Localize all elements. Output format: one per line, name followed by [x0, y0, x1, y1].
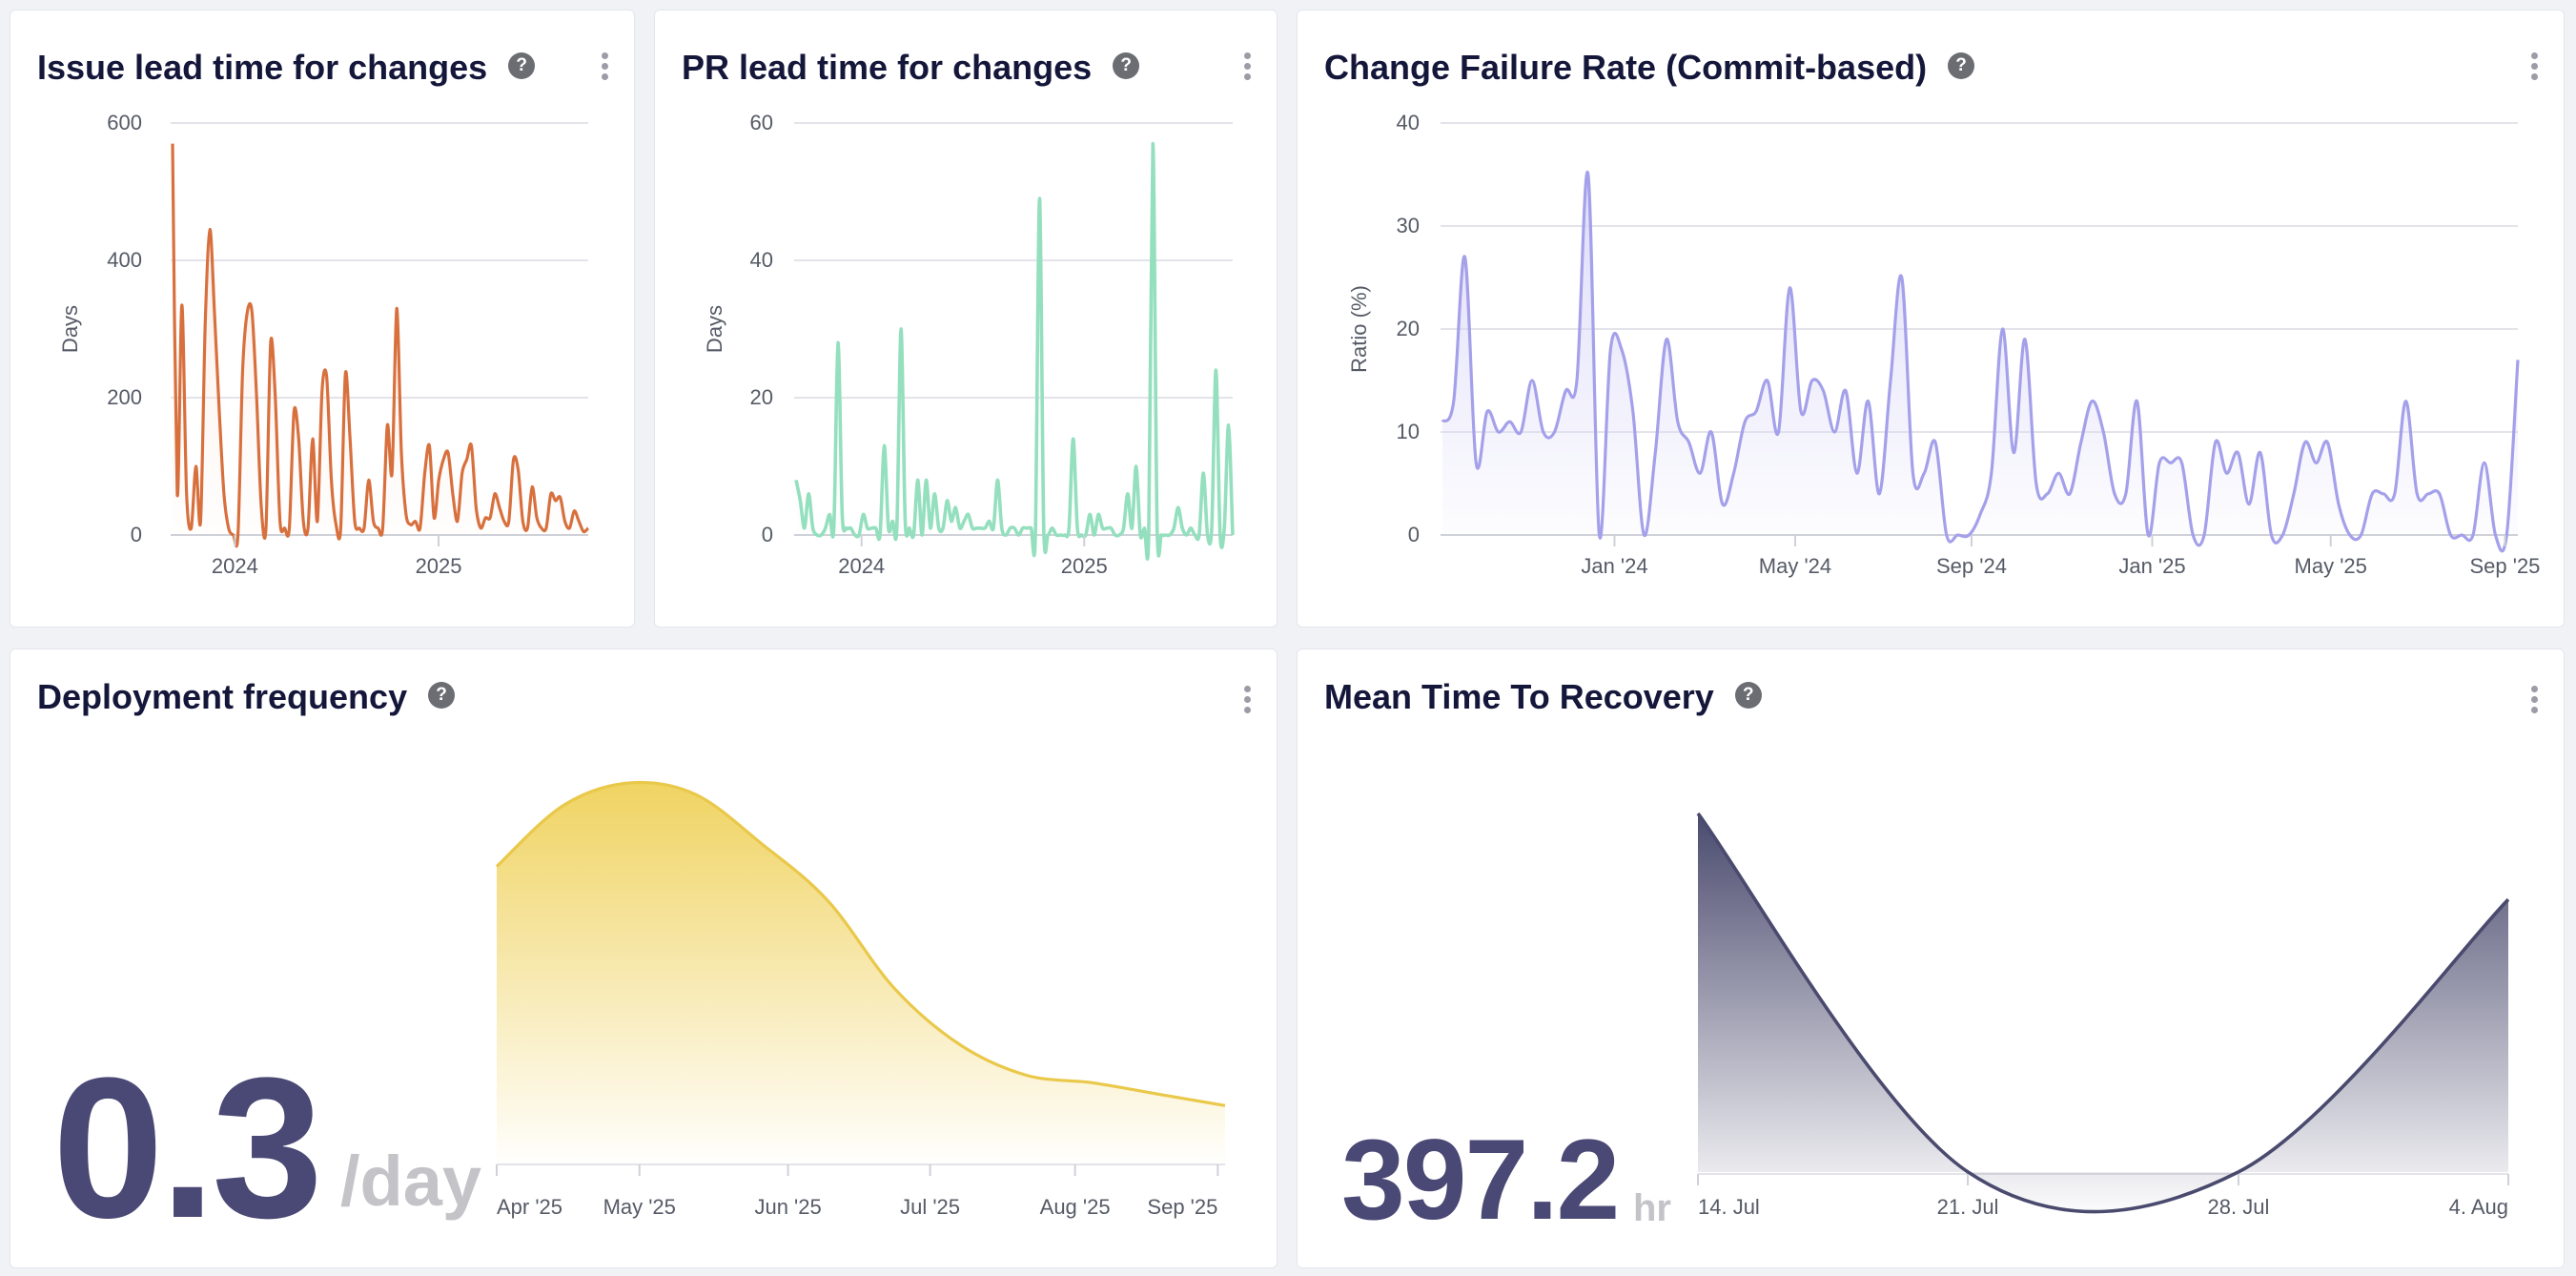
pr-lead-time-chart: 0 20 40 60 Days 2024 2025	[703, 111, 1235, 578]
y-axis-label: Days	[58, 305, 82, 353]
help-icon[interactable]: ?	[1734, 682, 1762, 710]
y-tick-label: 0	[131, 523, 142, 546]
x-tick-label: Apr '25	[497, 1195, 562, 1219]
mttr-unit: hr	[1633, 1187, 1671, 1229]
x-tick-label: Jul '25	[900, 1195, 960, 1219]
y-tick-label: 40	[1397, 111, 1420, 134]
help-icon[interactable]: ?	[508, 52, 536, 80]
y-tick-label: 0	[762, 523, 773, 546]
change-failure-rate-card: Change Failure Rate (Commit-based)? 0 10 2…	[1297, 10, 2565, 628]
more-options-icon[interactable]	[1237, 686, 1257, 718]
series-line[interactable]	[794, 141, 1235, 561]
series-area	[1698, 813, 2508, 1212]
y-tick-label: 20	[1397, 317, 1420, 340]
x-tick-label: May '24	[1759, 554, 1831, 578]
y-tick-label: 0	[1408, 523, 1420, 546]
y-tick-label: 30	[1397, 214, 1420, 237]
y-axis-label: Days	[703, 305, 726, 353]
series-area	[796, 143, 1233, 560]
x-tick-label: 2024	[212, 554, 258, 578]
x-tick-label: 14. Jul	[1698, 1195, 1760, 1219]
y-tick-label: 10	[1397, 420, 1420, 443]
card-title: Deployment frequency?	[37, 676, 456, 718]
y-tick-label: 600	[107, 111, 142, 134]
x-tick-label: 2024	[838, 554, 885, 578]
deployment-frequency-chart: Apr '25 May '25 Jun '25 Jul '25 Aug '25 Sep '…	[495, 780, 1226, 1219]
x-tick-label: 2025	[416, 554, 462, 578]
y-axis-label: Ratio (%)	[1347, 285, 1371, 373]
more-options-icon[interactable]	[1237, 52, 1257, 85]
change-failure-rate-chart: 0 10 20 30 40 Ratio (%) Jan '24 May '24 Sep '24 J…	[1347, 111, 2540, 578]
help-icon[interactable]: ?	[1113, 52, 1140, 80]
x-tick-label: 21. Jul	[1937, 1195, 1999, 1219]
series-line[interactable]	[1441, 170, 2520, 553]
mttr-chart: 14. Jul 21. Jul 28. Jul 4. Aug	[1696, 812, 2510, 1219]
y-tick-label: 200	[107, 385, 142, 409]
card-title: PR lead time for changes?	[682, 47, 1140, 89]
y-tick-label: 20	[750, 385, 773, 409]
help-icon[interactable]: ?	[428, 682, 456, 710]
deployment-frequency-card: Deployment frequency? Apr '25 May '25 Jun …	[10, 648, 1278, 1268]
more-options-icon[interactable]	[594, 52, 615, 85]
pr-lead-time-card: PR lead time for changes? 0 20 40 60 Days 202…	[654, 10, 1278, 628]
card-title: Change Failure Rate (Commit-based)?	[1324, 47, 1975, 89]
issue-lead-time-chart: 0 200 400 600 Days 2024 2025	[58, 111, 590, 578]
x-tick-label: Aug '25	[1040, 1195, 1111, 1219]
x-tick-label: May '25	[603, 1195, 676, 1219]
y-tick-label: 40	[750, 248, 773, 272]
x-tick-label: 2025	[1061, 554, 1108, 578]
series-area	[1442, 172, 2518, 551]
x-tick-label: 28. Jul	[2208, 1195, 2270, 1219]
series-line[interactable]	[1696, 812, 2510, 1214]
x-tick-label: Jan '25	[2118, 554, 2185, 578]
series-area	[173, 143, 588, 546]
series-line[interactable]	[171, 143, 590, 548]
mttr-card: Mean Time To Recovery? 14. Jul 21. Jul 28.…	[1297, 648, 2565, 1268]
x-tick-label: May '25	[2295, 554, 2367, 578]
issue-lead-time-card: Issue lead time for changes? 0 200 400 600 D…	[10, 10, 635, 628]
x-tick-label: 4. Aug	[2449, 1195, 2508, 1219]
more-options-icon[interactable]	[2524, 686, 2545, 718]
series-line[interactable]	[495, 780, 1226, 1107]
deployment-frequency-value: 0.3	[52, 1036, 323, 1260]
help-icon[interactable]: ?	[1948, 52, 1975, 80]
series-area	[497, 782, 1225, 1163]
x-tick-label: Sep '24	[1936, 554, 2007, 578]
card-title: Issue lead time for changes?	[37, 47, 536, 89]
x-tick-label: Sep '25	[2469, 554, 2540, 578]
more-options-icon[interactable]	[2524, 52, 2545, 85]
mttr-value: 397.2	[1341, 1116, 1620, 1244]
x-tick-label: Sep '25	[1147, 1195, 1217, 1219]
y-tick-label: 60	[750, 111, 773, 134]
y-tick-label: 400	[107, 248, 142, 272]
card-title: Mean Time To Recovery?	[1324, 676, 1762, 718]
x-tick-label: Jan '24	[1581, 554, 1647, 578]
deployment-frequency-unit: /day	[340, 1142, 482, 1221]
x-tick-label: Jun '25	[754, 1195, 821, 1219]
